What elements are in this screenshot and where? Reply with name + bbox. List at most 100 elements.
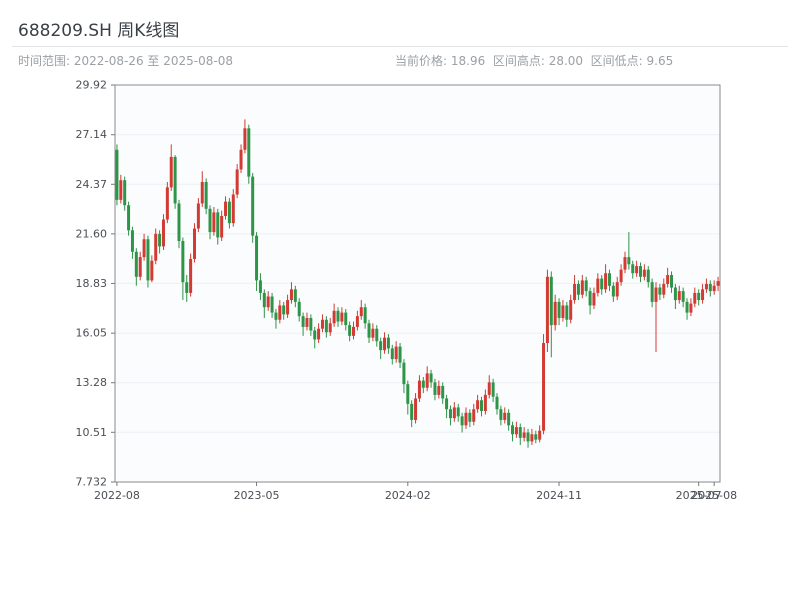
candle-body: [499, 409, 503, 420]
candle-body: [576, 283, 580, 295]
candle-body: [371, 328, 375, 338]
candle-body: [231, 194, 235, 224]
candle-body: [522, 432, 526, 438]
x-tick-label: 2022-08: [94, 489, 140, 502]
price-stats-label: 当前价格: 18.96 区间高点: 28.00 区间低点: 9.65: [395, 54, 674, 68]
candle-body: [538, 430, 542, 440]
y-tick-label: 29.92: [76, 79, 108, 92]
candle-body: [239, 149, 243, 170]
candle-body: [344, 312, 348, 326]
candle-body: [414, 398, 418, 420]
candle-body: [320, 319, 324, 329]
y-tick-label: 24.37: [76, 178, 108, 191]
candle-body: [530, 434, 534, 442]
candlestick-chart: 29.92 27.14 24.37 21.60 18.83 16.05 13.28 10.51…: [76, 79, 738, 503]
candle-body: [511, 425, 515, 435]
candle-body: [189, 258, 193, 293]
candle-body: [258, 280, 262, 293]
candle-body: [503, 412, 507, 420]
candle-body: [650, 282, 654, 302]
candle-body: [677, 291, 681, 301]
candle-body: [615, 282, 619, 297]
candle-body: [526, 432, 530, 442]
candle-body: [130, 230, 134, 252]
candle-body: [134, 251, 138, 277]
candle-body: [673, 287, 677, 301]
candle-body: [600, 278, 604, 290]
candle-body: [402, 362, 406, 385]
candle-body: [340, 312, 344, 322]
y-tick-label: 18.83: [76, 277, 108, 290]
candle-body: [313, 330, 317, 340]
candle-body: [398, 346, 402, 363]
candle-body: [437, 385, 441, 395]
candle-body: [472, 409, 476, 422]
candle-body: [646, 269, 650, 283]
candle-body: [433, 382, 437, 395]
candle-body: [212, 212, 216, 233]
candle-body: [479, 400, 483, 412]
candle-body: [227, 201, 231, 224]
candle-body: [421, 380, 425, 388]
candle-body: [681, 291, 685, 302]
candle-body: [483, 394, 487, 412]
candle-body: [425, 373, 429, 388]
candle-body: [588, 291, 592, 306]
candle-body: [204, 181, 208, 209]
candle-body: [379, 341, 383, 351]
candle-body: [328, 323, 332, 333]
candle-body: [386, 337, 390, 349]
candle-body: [293, 289, 297, 302]
candle-body: [584, 280, 588, 292]
candle-body: [565, 305, 569, 320]
x-tick-label: 2024-11: [536, 489, 582, 502]
candle-body: [580, 280, 584, 295]
candle-body: [619, 269, 623, 283]
plot-border: [114, 84, 721, 483]
candle-body: [390, 348, 394, 360]
candle-body: [545, 276, 549, 344]
candle-body: [243, 128, 247, 150]
candle-body: [716, 281, 720, 286]
candle-body: [491, 382, 495, 397]
header-divider: [12, 46, 788, 47]
candle-body: [154, 233, 158, 261]
candle-body: [383, 337, 387, 351]
candle-body: [623, 257, 627, 270]
candle-body: [704, 283, 708, 290]
candle-body: [324, 319, 328, 333]
candle-body: [701, 289, 705, 301]
candle-body: [247, 128, 251, 177]
candle-body: [235, 169, 239, 195]
candle-body: [297, 301, 301, 317]
candle-body: [352, 326, 356, 336]
y-tick-label: 27.14: [76, 128, 108, 141]
candle-body: [452, 407, 456, 419]
candle-body: [220, 215, 224, 238]
candle-body: [305, 317, 309, 327]
candle-body: [262, 292, 266, 308]
candle-body: [158, 233, 162, 247]
candle-body: [569, 300, 573, 320]
candle-body: [487, 382, 491, 395]
candle-body: [193, 228, 197, 259]
candle-body: [138, 257, 142, 277]
candle-body: [115, 149, 119, 200]
candle-body: [495, 396, 499, 410]
candle-body: [534, 434, 538, 440]
x-tick-label: 2023-05: [234, 489, 280, 502]
candle-body: [196, 203, 200, 229]
candle-body: [693, 292, 697, 304]
candle-body: [642, 269, 646, 277]
candle-body: [712, 285, 716, 292]
candle-body: [607, 273, 611, 286]
candle-body: [507, 412, 511, 426]
candle-body: [146, 239, 150, 281]
candle-body: [662, 283, 666, 295]
candle-body: [165, 187, 169, 220]
y-tick-label: 7.732: [76, 476, 108, 489]
candle-body: [363, 307, 367, 324]
candle-body: [286, 300, 290, 315]
candle-body: [119, 180, 123, 200]
candle-body: [123, 180, 127, 206]
